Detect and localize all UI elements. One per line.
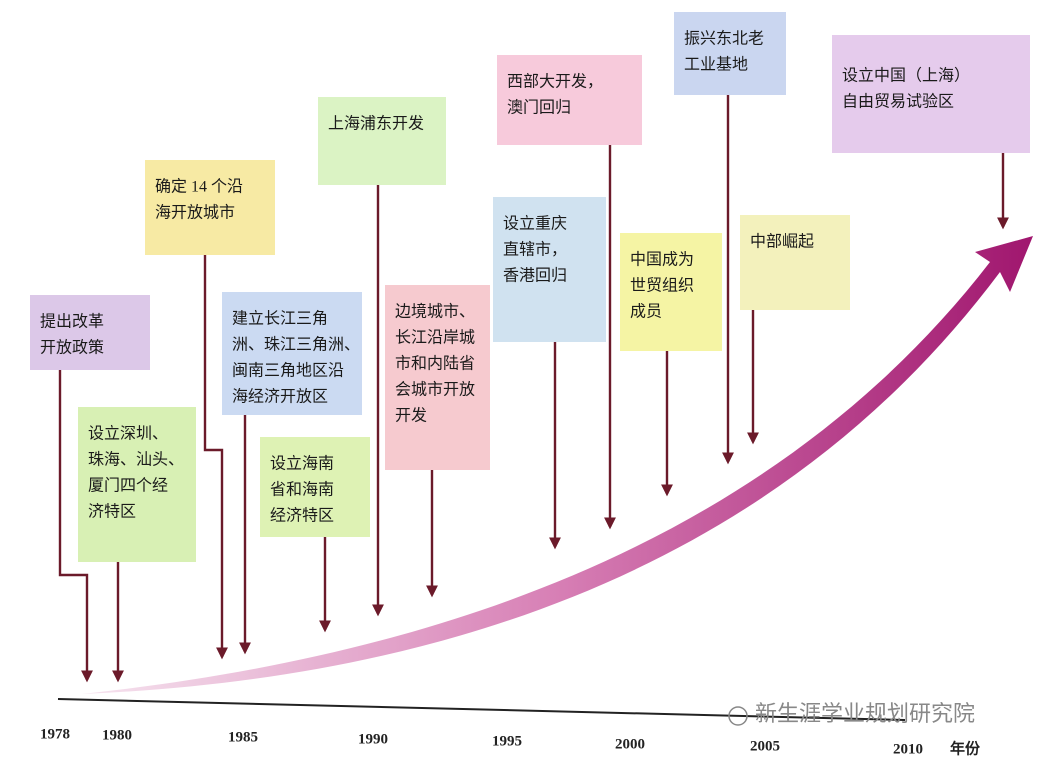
sticky-note	[385, 285, 490, 470]
note-text: 省和海南	[270, 481, 334, 499]
note-text: 海经济开放区	[232, 388, 328, 406]
year-label: 1995	[492, 733, 522, 749]
year-label: 1978	[40, 726, 70, 742]
note-text: 闽南三角地区沿	[232, 362, 344, 380]
note-text: 建立长江三角	[232, 310, 328, 328]
note-text: 香港回归	[503, 267, 567, 285]
time-axis	[57, 698, 906, 721]
note-text: 开发	[395, 407, 427, 425]
note-text: 工业基地	[684, 56, 748, 74]
note-text: 上海浦东开发	[328, 115, 424, 133]
note-text: 自由贸易试验区	[842, 93, 954, 111]
note-text: 确定 14 个沿	[155, 178, 243, 196]
note-text: 中部崛起	[750, 233, 814, 251]
note-text: 会城市开放	[395, 381, 475, 399]
note-text: 振兴东北老	[684, 30, 764, 48]
sticky-note	[145, 160, 275, 255]
arrow	[58, 370, 93, 683]
note-text: 西部大开发，	[507, 73, 603, 91]
note-text: 世贸组织	[630, 277, 694, 295]
note-text: 经济特区	[270, 507, 334, 525]
sticky-note	[222, 292, 362, 415]
year-label: 2010	[893, 741, 923, 757]
year-label: 2005	[750, 738, 780, 754]
growth-arrow	[82, 236, 1033, 694]
sticky-note	[78, 407, 196, 562]
note-text: 设立深圳、	[88, 425, 168, 443]
note-text: 设立海南	[270, 455, 334, 473]
sticky-note	[318, 97, 446, 185]
note-text: 厦门四个经	[88, 477, 168, 495]
note-text: 成员	[630, 303, 662, 321]
note-text: 长江沿岸城	[395, 329, 475, 347]
year-label: 1985	[228, 729, 258, 745]
sticky-note	[493, 197, 606, 342]
sticky-note	[260, 437, 370, 537]
note-text: 设立中国（上海）	[842, 67, 970, 85]
note-text: 洲、珠江三角洲、	[232, 336, 360, 354]
note-text: 海开放城市	[155, 204, 235, 222]
year-label: 1980	[102, 727, 132, 743]
year-label: 2000	[615, 736, 645, 752]
note-text: 澳门回归	[507, 99, 571, 117]
sticky-note	[740, 215, 850, 310]
arrow	[203, 255, 228, 660]
sticky-note	[832, 35, 1030, 153]
note-text: 开放政策	[40, 339, 104, 357]
note-text: 济特区	[88, 503, 136, 521]
note-text: 设立重庆	[503, 215, 567, 233]
year-label: 1990	[358, 731, 388, 747]
sticky-note	[30, 295, 150, 370]
note-text: 提出改革	[40, 313, 104, 331]
sticky-note	[674, 12, 786, 95]
note-text: 中国成为	[630, 251, 694, 269]
watermark: 新生涯学业规划研究院	[728, 701, 975, 726]
sticky-note	[497, 55, 642, 145]
axis-label: 年份	[950, 739, 981, 757]
note-text: 边境城市、	[395, 302, 475, 321]
watermark-text: 新生涯学业规划研究院	[755, 701, 975, 726]
note-text: 直辖市，	[503, 241, 567, 259]
note-text: 珠海、汕头、	[88, 451, 184, 469]
sticky-note	[620, 233, 722, 351]
note-text: 市和内陆省	[395, 355, 475, 373]
